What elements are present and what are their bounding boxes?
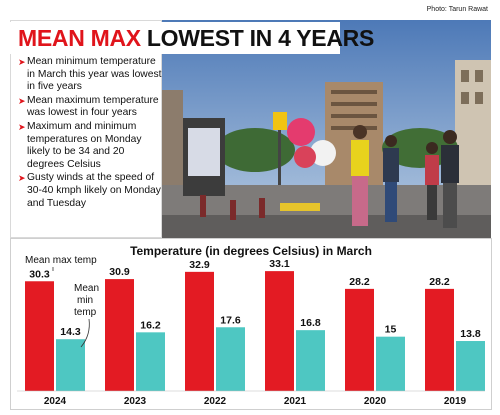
value-label-max-2021: 33.1: [269, 258, 290, 270]
value-label-min-2020: 15: [385, 324, 397, 336]
balloon: [287, 118, 315, 146]
headline-red: MEAN MAX: [18, 25, 141, 51]
bar-mean-max-2019: [425, 288, 454, 391]
bar-mean-max-2024: [25, 281, 54, 391]
value-label-min-2024: 14.3: [60, 326, 81, 338]
bullet-text: Mean maximum temperature was lowest in f…: [27, 94, 159, 119]
legend-max-label: Mean max temp: [25, 255, 97, 266]
value-labels-group: 30.3 14.3 30.9 16.2 32.9 17.6 33.1 16.8 28.2 15 28…: [29, 258, 481, 340]
x-tick-label-2022: 2022: [204, 396, 227, 407]
value-label-min-2021: 16.8: [300, 317, 321, 329]
bar-mean-max-2023: [105, 279, 134, 391]
x-tick-label-2019: 2019: [444, 396, 467, 407]
value-label-max-2024: 30.3: [29, 268, 50, 280]
bullet-text: Maximum and minimum temperatures on Mond…: [27, 120, 142, 170]
bullet-text: Gusty winds at the speed of 30-40 kmph l…: [27, 172, 161, 209]
legend: Mean max temp Mean min temp: [25, 255, 99, 348]
value-label-max-2019: 28.2: [429, 276, 450, 288]
bar-mean-min-2023: [136, 332, 165, 391]
value-label-min-2022: 17.6: [220, 314, 241, 326]
value-label-max-2020: 28.2: [349, 276, 370, 288]
street-photo-drawing: [155, 20, 491, 238]
headline-text: MEAN MAX LOWEST IN 4 YEARS: [18, 25, 374, 52]
bullet-item: ➤ Gusty winds at the speed of 30-40 kmph …: [18, 172, 164, 210]
bar-chart: Temperature (in degrees Celsius) in Marc…: [17, 244, 485, 407]
bar-mean-max-2020: [345, 288, 374, 391]
bullet-list: ➤ Mean minimum temperature in March this …: [18, 56, 164, 211]
arrow-icon: ➤: [18, 95, 26, 106]
traffic-sign: [273, 112, 287, 130]
value-label-max-2023: 30.9: [109, 266, 130, 278]
street-photo: [155, 20, 491, 238]
chart-panel: Temperature (in degrees Celsius) in Marc…: [10, 238, 492, 410]
x-tick-labels: 2024 2023 2022 2021 2020 2019: [44, 396, 467, 407]
bar-mean-max-2021: [265, 271, 294, 391]
bar-mean-max-2022: [185, 271, 214, 391]
bullet-item: ➤ Maximum and minimum temperatures on Mon…: [18, 121, 164, 171]
x-tick-label-2021: 2021: [284, 396, 307, 407]
bar-mean-min-2022: [216, 327, 245, 391]
arrow-icon: ➤: [18, 121, 26, 132]
x-tick-label-2023: 2023: [124, 396, 147, 407]
photo-credit: Photo: Tarun Rawat: [426, 6, 488, 13]
pedestrian: [351, 140, 369, 176]
headline-black: LOWEST IN 4 YEARS: [140, 25, 374, 51]
value-label-min-2023: 16.2: [140, 319, 161, 331]
value-label-max-2022: 32.9: [189, 259, 210, 271]
arrow-icon: ➤: [18, 57, 26, 67]
arrow-icon: ➤: [18, 173, 26, 184]
x-tick-label-2024: 2024: [44, 396, 67, 407]
bullet-item: ➤ Mean minimum temperature in March this …: [18, 56, 164, 94]
bullet-text: Mean minimum temperature in March this y…: [27, 56, 162, 93]
legend-min-leader: [80, 318, 90, 348]
bar-mean-min-2019: [456, 341, 485, 391]
legend-min-label-line1: Mean: [74, 283, 99, 294]
trees: [215, 128, 295, 172]
chart-title: Temperature (in degrees Celsius) in Marc…: [130, 244, 372, 258]
bar-mean-min-2020: [376, 336, 405, 391]
x-tick-label-2020: 2020: [364, 396, 387, 407]
bar-mean-min-2021: [296, 330, 325, 391]
bar-mean-min-2024: [56, 339, 85, 391]
bullet-item: ➤ Mean maximum temperature was lowest in …: [18, 95, 164, 120]
value-label-min-2019: 13.8: [460, 328, 481, 340]
legend-min-label-line2: min: [77, 295, 93, 306]
bars-group: [17, 271, 485, 392]
headline: MEAN MAX LOWEST IN 4 YEARS: [10, 22, 374, 54]
legend-min-label-line3: temp: [74, 307, 97, 318]
info-box: [10, 20, 162, 238]
